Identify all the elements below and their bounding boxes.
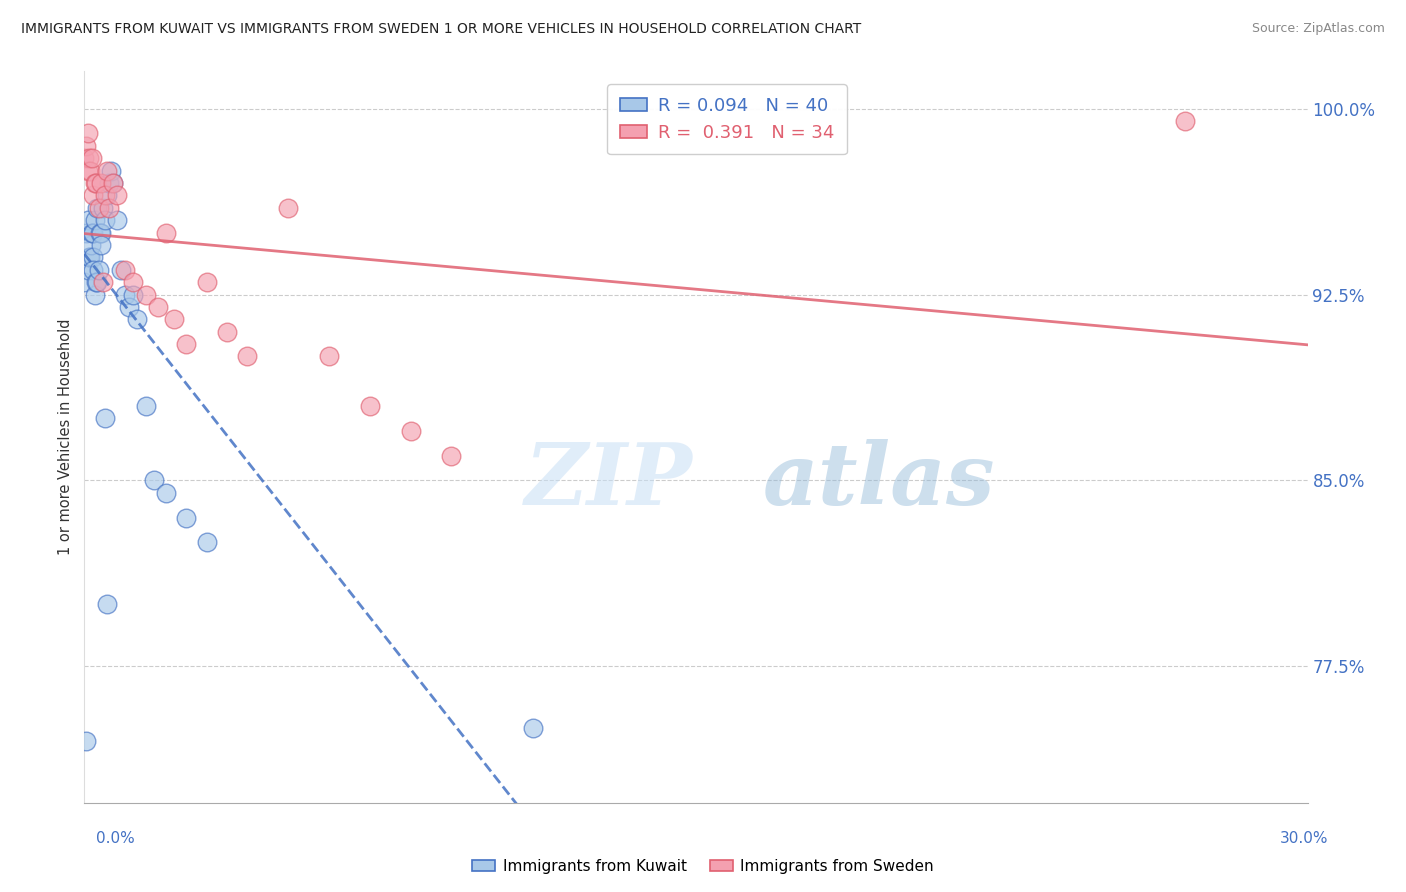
Point xyxy=(79,163,101,178)
Point xyxy=(77,126,100,140)
Point xyxy=(93,213,115,227)
Point xyxy=(142,474,165,488)
Point xyxy=(105,213,128,227)
Point xyxy=(84,275,107,289)
Point xyxy=(77,151,100,165)
Text: Source: ZipAtlas.com: Source: ZipAtlas.com xyxy=(1251,22,1385,36)
Point xyxy=(77,250,100,264)
Point xyxy=(93,411,115,425)
Point xyxy=(84,287,107,301)
Point xyxy=(75,138,97,153)
Point xyxy=(93,188,115,202)
Point xyxy=(76,213,98,227)
Point xyxy=(96,188,118,202)
Point xyxy=(79,250,101,264)
Point xyxy=(91,201,114,215)
Point xyxy=(80,238,103,252)
Point xyxy=(114,262,136,277)
Point xyxy=(100,163,122,178)
Y-axis label: 1 or more Vehicles in Household: 1 or more Vehicles in Household xyxy=(58,318,73,556)
Point xyxy=(236,350,259,364)
Point xyxy=(122,275,145,289)
Point xyxy=(163,312,186,326)
Point xyxy=(90,226,112,240)
Point xyxy=(174,337,197,351)
Point xyxy=(87,262,110,277)
Point xyxy=(80,151,103,165)
Point xyxy=(399,424,422,438)
Text: ZIP: ZIP xyxy=(524,439,693,523)
Text: IMMIGRANTS FROM KUWAIT VS IMMIGRANTS FROM SWEDEN 1 OR MORE VEHICLES IN HOUSEHOLD: IMMIGRANTS FROM KUWAIT VS IMMIGRANTS FRO… xyxy=(21,22,862,37)
Point xyxy=(155,486,177,500)
Point xyxy=(135,287,157,301)
Point xyxy=(155,226,177,240)
Point xyxy=(86,275,108,289)
Point xyxy=(96,163,118,178)
Point xyxy=(122,287,145,301)
Legend: R = 0.094   N = 40, R =  0.391   N = 34: R = 0.094 N = 40, R = 0.391 N = 34 xyxy=(607,84,846,154)
Point xyxy=(110,262,132,277)
Point xyxy=(90,238,112,252)
Point xyxy=(101,176,124,190)
Point xyxy=(77,262,100,277)
Point xyxy=(359,399,381,413)
Point xyxy=(82,250,104,264)
Point xyxy=(76,163,98,178)
Point xyxy=(195,535,218,549)
Point xyxy=(80,226,103,240)
Point xyxy=(75,226,97,240)
Point xyxy=(83,213,105,227)
Point xyxy=(83,176,105,190)
Point xyxy=(195,275,218,289)
Point xyxy=(217,325,239,339)
Point xyxy=(101,176,124,190)
Point xyxy=(75,734,97,748)
Point xyxy=(1174,114,1197,128)
Point xyxy=(82,262,104,277)
Point xyxy=(114,287,136,301)
Point xyxy=(82,226,104,240)
Point xyxy=(84,176,107,190)
Text: 30.0%: 30.0% xyxy=(1281,831,1329,846)
Point xyxy=(174,510,197,524)
Point xyxy=(86,201,108,215)
Point xyxy=(277,201,299,215)
Point xyxy=(96,598,118,612)
Point xyxy=(97,176,120,190)
Point xyxy=(73,151,96,165)
Point xyxy=(135,399,157,413)
Point xyxy=(76,808,98,822)
Point xyxy=(118,300,141,314)
Point xyxy=(97,201,120,215)
Point xyxy=(90,176,112,190)
Point xyxy=(87,201,110,215)
Point xyxy=(91,275,114,289)
Point xyxy=(105,188,128,202)
Text: 0.0%: 0.0% xyxy=(96,831,135,846)
Point xyxy=(440,449,463,463)
Point xyxy=(73,275,96,289)
Legend: Immigrants from Kuwait, Immigrants from Sweden: Immigrants from Kuwait, Immigrants from … xyxy=(465,853,941,880)
Point xyxy=(146,300,169,314)
Point xyxy=(127,312,149,326)
Point xyxy=(318,350,340,364)
Point xyxy=(522,722,544,736)
Point xyxy=(89,226,111,240)
Text: atlas: atlas xyxy=(763,439,995,523)
Point xyxy=(82,188,104,202)
